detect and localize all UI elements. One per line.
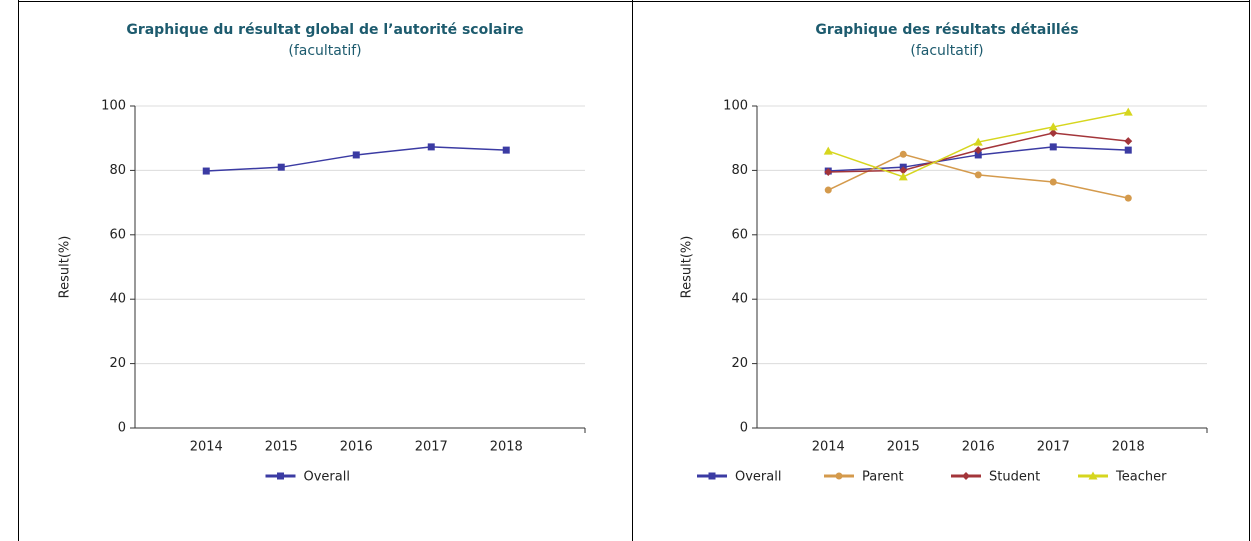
marker — [277, 163, 285, 171]
x-tick-label: 2018 — [1112, 440, 1145, 455]
marker — [824, 168, 833, 177]
marker — [1049, 178, 1057, 186]
y-tick-label: 100 — [101, 99, 126, 114]
legend-label: Parent — [862, 470, 904, 485]
marker — [202, 167, 210, 175]
marker — [899, 166, 908, 175]
y-tick-label: 20 — [109, 356, 126, 371]
x-tick-label: 2016 — [340, 440, 373, 455]
x-tick-label: 2018 — [490, 440, 523, 455]
legend-marker — [1088, 471, 1098, 480]
x-tick-label: 2015 — [887, 440, 920, 455]
x-tick-label: 2014 — [812, 440, 845, 455]
x-tick-label: 2017 — [1037, 440, 1070, 455]
y-tick-label: 60 — [109, 227, 126, 242]
legend-label: Teacher — [1115, 470, 1167, 485]
chart-subtitle: (facultatif) — [910, 43, 983, 59]
chart-title: Graphique des résultats détaillés — [815, 22, 1078, 38]
chart-subtitle: (facultatif) — [288, 43, 361, 59]
x-tick-label: 2017 — [415, 440, 448, 455]
y-tick-label: 80 — [731, 163, 748, 178]
marker — [973, 137, 983, 146]
marker — [974, 151, 982, 159]
marker — [502, 146, 510, 154]
x-tick-label: 2014 — [190, 440, 223, 455]
marker — [1049, 129, 1058, 138]
marker — [898, 172, 908, 181]
marker — [1124, 194, 1132, 202]
legend-label: Overall — [735, 470, 781, 485]
marker — [352, 151, 360, 159]
y-axis-label: Result(%) — [58, 236, 73, 299]
marker — [427, 143, 435, 151]
marker — [1049, 143, 1057, 151]
marker — [974, 171, 982, 179]
y-tick-label: 0 — [740, 421, 748, 436]
y-tick-label: 80 — [109, 163, 126, 178]
marker — [974, 146, 983, 155]
y-tick-label: 60 — [731, 227, 748, 242]
y-tick-label: 20 — [731, 356, 748, 371]
legend-marker — [962, 472, 970, 480]
y-tick-label: 40 — [731, 292, 748, 307]
y-tick-label: 100 — [723, 99, 748, 114]
y-tick-label: 40 — [109, 292, 126, 307]
marker — [1048, 122, 1058, 131]
legend-marker — [708, 472, 716, 480]
marker — [1124, 137, 1133, 146]
chart-title: Graphique du résultat global de l’autori… — [126, 22, 523, 38]
legend-label: Overall — [304, 470, 350, 485]
legend-marker — [277, 472, 284, 480]
x-tick-label: 2015 — [265, 440, 298, 455]
legend-label: Student — [989, 470, 1040, 485]
marker — [899, 150, 907, 158]
x-tick-label: 2016 — [962, 440, 995, 455]
y-tick-label: 0 — [118, 421, 126, 436]
y-axis-label: Result(%) — [680, 236, 695, 299]
legend-marker — [835, 472, 843, 480]
marker — [1124, 146, 1132, 154]
marker — [823, 146, 833, 155]
marker — [824, 186, 832, 194]
series-line — [206, 146, 507, 172]
marker — [1123, 107, 1133, 116]
